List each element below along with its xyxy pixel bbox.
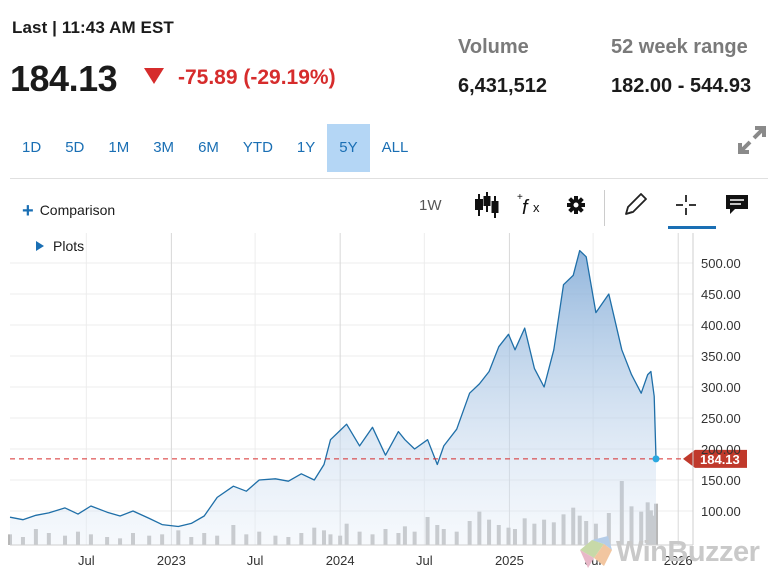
x-tick-label: 2023 <box>157 553 186 568</box>
toolbar-separator <box>604 190 605 226</box>
plots-label: Plots <box>53 238 85 254</box>
y-tick-label: 150.00 <box>701 473 741 488</box>
plus-icon: + <box>22 200 34 222</box>
down-arrow-icon <box>144 68 164 84</box>
comment-icon[interactable] <box>722 190 752 220</box>
caret-right-icon <box>36 241 44 251</box>
tab-1y[interactable]: 1Y <box>296 139 316 156</box>
last-price-reference: 184.13 <box>10 449 747 468</box>
tab-1m[interactable]: 1M <box>108 139 130 156</box>
y-tick-label: 250.00 <box>701 411 741 426</box>
pencil-icon[interactable] <box>620 190 650 220</box>
plots-toggle[interactable]: Plots <box>36 238 84 254</box>
svg-text:f: f <box>522 197 530 219</box>
tab-5d[interactable]: 5D <box>65 139 85 156</box>
toolbar-divider <box>10 178 768 179</box>
y-tick-label: 300.00 <box>701 380 741 395</box>
svg-text:x: x <box>533 200 540 215</box>
volume-value: 6,431,512 <box>458 75 547 97</box>
x-tick-label: Jul <box>247 553 264 568</box>
x-tick-label: Jul <box>416 553 433 568</box>
52-week-range-value: 182.00 - 544.93 <box>611 75 752 97</box>
expand-icon[interactable] <box>736 124 768 156</box>
y-tick-label: 350.00 <box>701 349 741 364</box>
watermark-text: WinBuzzer <box>616 536 760 568</box>
interval-selector[interactable]: 1W <box>419 197 442 214</box>
y-tick-label: 500.00 <box>701 256 741 271</box>
price-area-fill <box>10 250 656 545</box>
last-price-label: 184.13 <box>700 452 740 467</box>
tab-5y[interactable]: 5Y <box>327 124 370 172</box>
tab-3m[interactable]: 3M <box>153 139 175 156</box>
candlestick-icon[interactable] <box>472 190 502 220</box>
tab-6m[interactable]: 6M <box>198 139 219 156</box>
axes: 100.00 150.00 200.00 250.00 300.00 350.00 400.… <box>10 233 741 568</box>
gear-icon[interactable] <box>561 190 591 220</box>
y-tick-label: 450.00 <box>701 287 741 302</box>
crosshair-icon[interactable] <box>671 190 701 220</box>
comparison-button[interactable]: + Comparison <box>22 200 115 223</box>
x-tick-label: 2026 <box>664 553 693 568</box>
comparison-label: Comparison <box>39 202 116 218</box>
svg-text:+: + <box>517 192 523 203</box>
52-week-range-label: 52 week range <box>611 36 748 58</box>
price-line <box>9 249 657 528</box>
winbuzzer-logo-icon <box>580 536 612 568</box>
tab-ytd[interactable]: YTD <box>242 139 273 156</box>
y-tick-label: 200.00 <box>701 442 741 457</box>
volume-label: Volume <box>458 36 529 58</box>
x-tick-label: Jul <box>78 553 95 568</box>
x-tick-label: 2024 <box>326 553 355 568</box>
price-change: -75.89 (-29.19%) <box>178 66 336 89</box>
tab-all[interactable]: ALL <box>381 139 409 156</box>
tab-1d[interactable]: 1D <box>22 139 42 156</box>
last-price-badge <box>683 449 747 468</box>
x-tick-label: 2025 <box>495 553 524 568</box>
last-price: 184.13 <box>10 58 118 99</box>
y-tick-label: 100.00 <box>701 504 741 519</box>
time-range-tabs: 1D 5D 1M 3M 6M YTD 1Y 5Y ALL <box>10 124 420 172</box>
volume-bar <box>654 503 659 545</box>
price-area <box>9 249 657 545</box>
last-trade-time-label: Last | 11:43 AM EST <box>12 18 174 37</box>
y-tick-label: 400.00 <box>701 318 741 333</box>
function-icon[interactable]: + f x <box>516 190 546 220</box>
last-price-dot <box>652 455 660 463</box>
active-tool-indicator <box>668 226 716 229</box>
